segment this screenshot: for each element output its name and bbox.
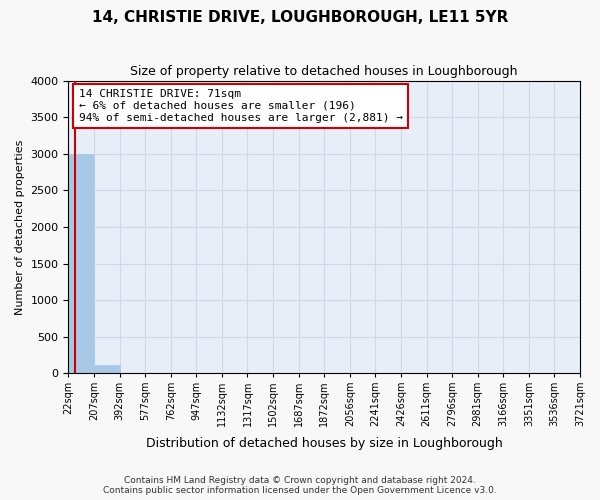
- Bar: [94, 364, 119, 374]
- Bar: [68, 154, 94, 374]
- Text: 14, CHRISTIE DRIVE, LOUGHBOROUGH, LE11 5YR: 14, CHRISTIE DRIVE, LOUGHBOROUGH, LE11 5…: [92, 10, 508, 25]
- Y-axis label: Number of detached properties: Number of detached properties: [15, 140, 25, 314]
- Title: Size of property relative to detached houses in Loughborough: Size of property relative to detached ho…: [130, 65, 518, 78]
- Text: 14 CHRISTIE DRIVE: 71sqm
← 6% of detached houses are smaller (196)
94% of semi-d: 14 CHRISTIE DRIVE: 71sqm ← 6% of detache…: [79, 90, 403, 122]
- X-axis label: Distribution of detached houses by size in Loughborough: Distribution of detached houses by size …: [146, 437, 503, 450]
- Text: Contains HM Land Registry data © Crown copyright and database right 2024.
Contai: Contains HM Land Registry data © Crown c…: [103, 476, 497, 495]
